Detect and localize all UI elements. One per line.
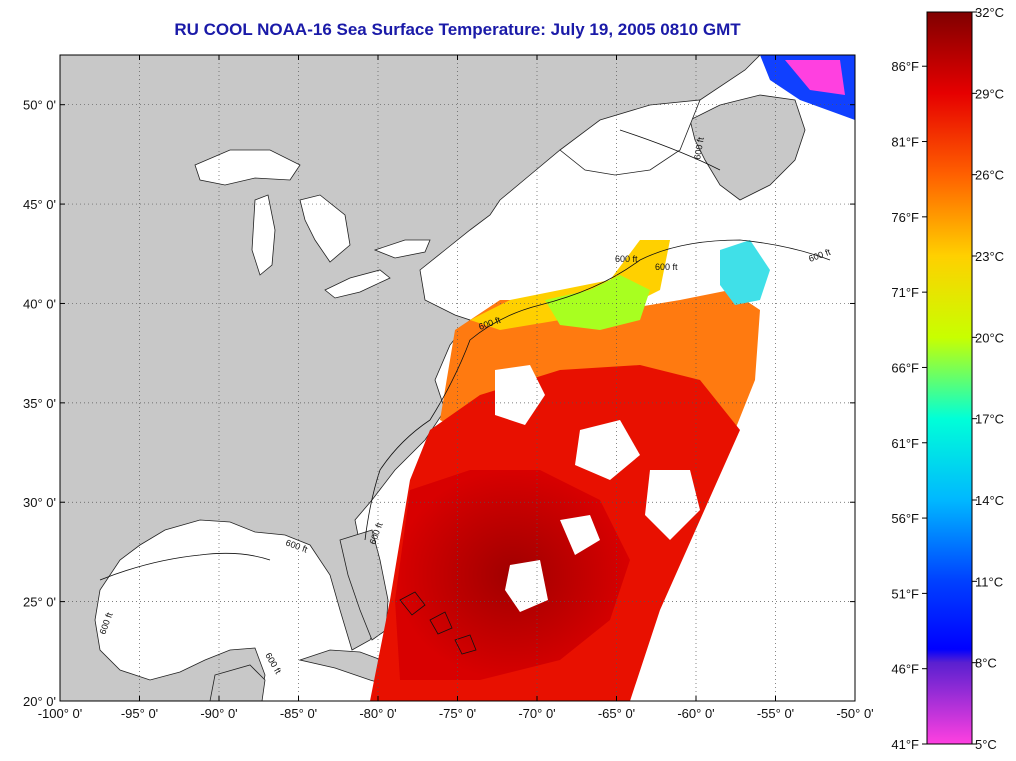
colorbar-fahrenheit-label: 66°F: [891, 360, 919, 375]
lon-tick-label: -65° 0': [598, 706, 635, 721]
cloud-patch-2: [575, 420, 640, 480]
land-maritimes: [689, 94, 806, 201]
contour-lines-600ft: [99, 129, 831, 581]
sst-scotian-cyan: [720, 240, 770, 305]
sst-labrador-magenta: [785, 60, 845, 95]
colorbar-celsius-label: 8°C: [975, 656, 997, 671]
colorbar: [926, 11, 973, 745]
lon-tick-label: -60° 0': [677, 706, 714, 721]
lat-tick-label: 25° 0': [23, 595, 56, 610]
sst-shelf-green: [545, 275, 650, 330]
contour-label: 600 ft: [655, 262, 678, 272]
lon-tick-label: -95° 0': [121, 706, 158, 721]
lake-michigan: [251, 194, 276, 276]
colorbar-fahrenheit-label: 51°F: [891, 586, 919, 601]
colorbar-celsius-label: 23°C: [975, 249, 1004, 264]
lake-superior: [194, 149, 301, 186]
colorbar-celsius-label: 29°C: [975, 86, 1004, 101]
lake-erie: [324, 269, 391, 299]
lat-tick-label: 35° 0': [23, 396, 56, 411]
colorbar-fahrenheit-label: 61°F: [891, 436, 919, 451]
colorbar-fahrenheit-label: 41°F: [891, 737, 919, 752]
cloud-patch-1: [495, 365, 545, 425]
colorbar-celsius-label: 14°C: [975, 493, 1004, 508]
colorbar-fahrenheit-label: 86°F: [891, 59, 919, 74]
lon-tick-label: -85° 0': [280, 706, 317, 721]
colorbar-fahrenheit-label: 81°F: [891, 135, 919, 150]
lon-tick-label: -50° 0': [836, 706, 873, 721]
lon-tick-label: -80° 0': [359, 706, 396, 721]
gulf-st-lawrence: [559, 99, 701, 176]
lon-tick-label: -70° 0': [518, 706, 555, 721]
cloud-patch-4: [645, 470, 700, 540]
colorbar-fahrenheit-label: 76°F: [891, 210, 919, 225]
colorbar-fahrenheit-label: 56°F: [891, 511, 919, 526]
land-yucatan: [209, 664, 266, 701]
lat-tick-label: 40° 0': [23, 296, 56, 311]
colorbar-celsius-label: 20°C: [975, 330, 1004, 345]
map-title: RU COOL NOAA-16 Sea Surface Temperature:…: [174, 20, 741, 39]
lat-tick-label: 45° 0': [23, 197, 56, 212]
grid-lines: [60, 55, 855, 701]
cloud-patch-5: [560, 515, 600, 555]
map-axes: -100° 0' -95° 0' -90° 0' -85° 0' -80° 0' -75°…: [23, 55, 874, 721]
colorbar-celsius-label: 5°C: [975, 737, 997, 752]
lake-huron: [299, 194, 351, 263]
lon-tick-label: -55° 0': [757, 706, 794, 721]
lon-tick-label: -90° 0': [200, 706, 237, 721]
colorbar-fahrenheit-label: 71°F: [891, 285, 919, 300]
colorbar-celsius-label: 32°C: [975, 5, 1004, 20]
colorbar-celsius-label: 17°C: [975, 412, 1004, 427]
lat-tick-label: 30° 0': [23, 495, 56, 510]
colorbar-celsius-label: 26°C: [975, 168, 1004, 183]
colorbar-celsius-label: 11°C: [975, 574, 1003, 589]
colorbar-labels: 32°C 29°C 26°C 23°C 20°C 17°C 14°C 11°C 8°C 5°C 86…: [891, 5, 1004, 752]
map-layers: 600 ft 600 ft 600 ft 600 ft 600 ft 600 f…: [60, 55, 855, 701]
lat-tick-label: 20° 0': [23, 694, 56, 709]
bahamas-islands: [399, 591, 477, 655]
lat-tick-label: 50° 0': [23, 98, 56, 113]
contour-label: 600 ft: [615, 254, 638, 264]
lake-ontario: [373, 239, 431, 259]
lon-tick-label: -75° 0': [439, 706, 476, 721]
lon-tick-label: -100° 0': [38, 706, 83, 721]
colorbar-fahrenheit-label: 46°F: [891, 662, 919, 677]
contour-label: 600 ft: [692, 136, 706, 160]
